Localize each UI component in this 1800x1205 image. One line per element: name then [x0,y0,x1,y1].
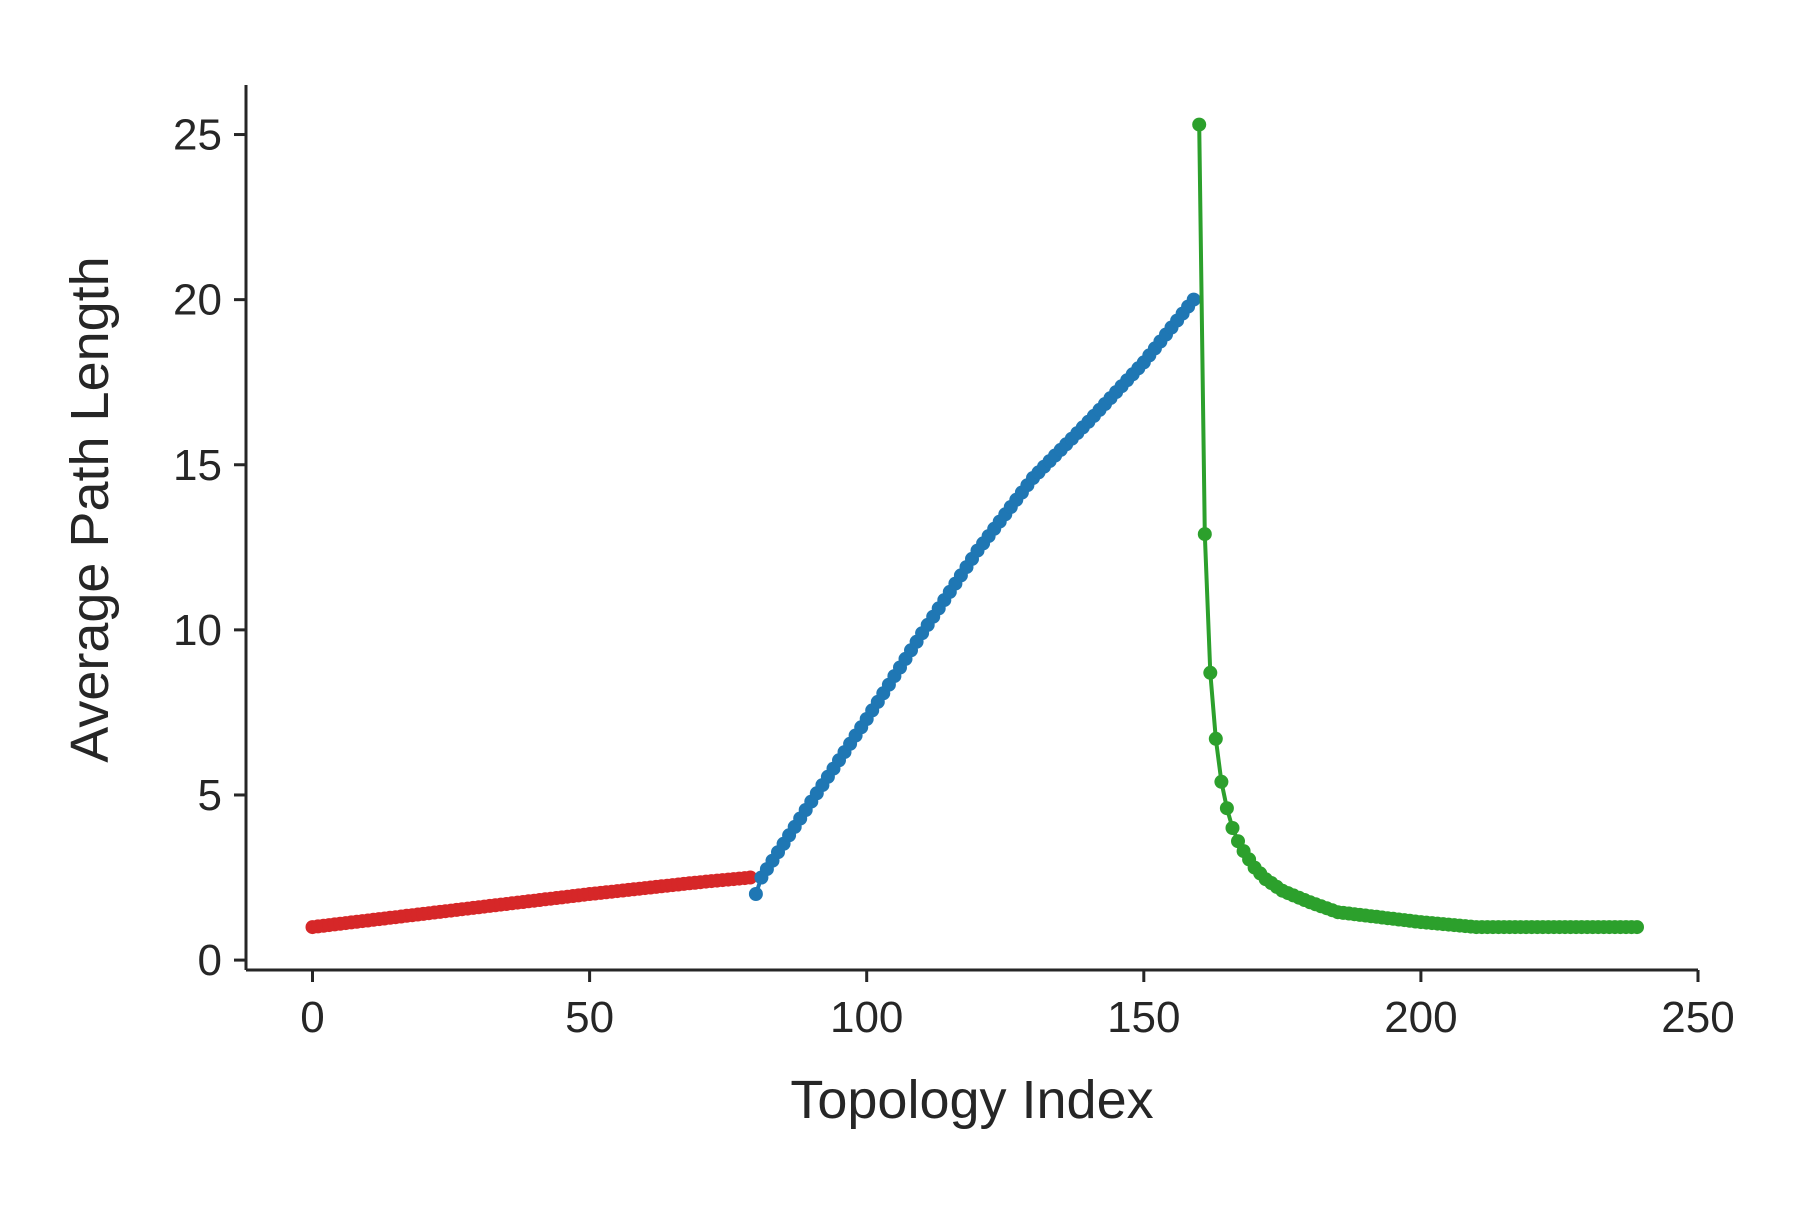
data-point [1214,774,1229,789]
data-point [1186,292,1201,307]
x-tick-label: 0 [300,993,324,1042]
x-tick-label: 250 [1661,993,1734,1042]
series-line [1197,122,1639,930]
y-tick-label: 15 [173,441,222,490]
x-tick-label: 200 [1384,993,1457,1042]
y-tick-label: 25 [173,111,222,160]
series-1 [305,870,758,935]
y-tick-label: 0 [198,936,222,985]
data-point [748,887,763,901]
axes-layer [244,85,1698,972]
series-layer [305,117,1644,935]
x-axis-label: Topology Index [790,1070,1153,1130]
y-axis-label: Average Path Length [60,256,120,762]
y-tick-label: 20 [173,276,222,325]
ticks-layer: 0 50 100 150 200 250 0 5 10 15 20 25 [173,111,1735,1042]
series-3 [1192,117,1644,935]
data-point [1208,731,1223,746]
data-point [743,870,758,885]
x-tick-label: 50 [565,993,614,1042]
y-tick-label: 5 [198,771,222,820]
series-2 [748,292,1201,901]
data-point [1197,527,1212,542]
data-point [1192,117,1207,132]
data-point [1225,821,1240,835]
data-point [1203,665,1218,680]
data-point [1219,801,1234,816]
data-point [1630,920,1644,935]
x-tick-label: 100 [830,993,903,1042]
y-tick-label: 10 [173,606,222,655]
x-tick-label: 150 [1107,993,1180,1042]
